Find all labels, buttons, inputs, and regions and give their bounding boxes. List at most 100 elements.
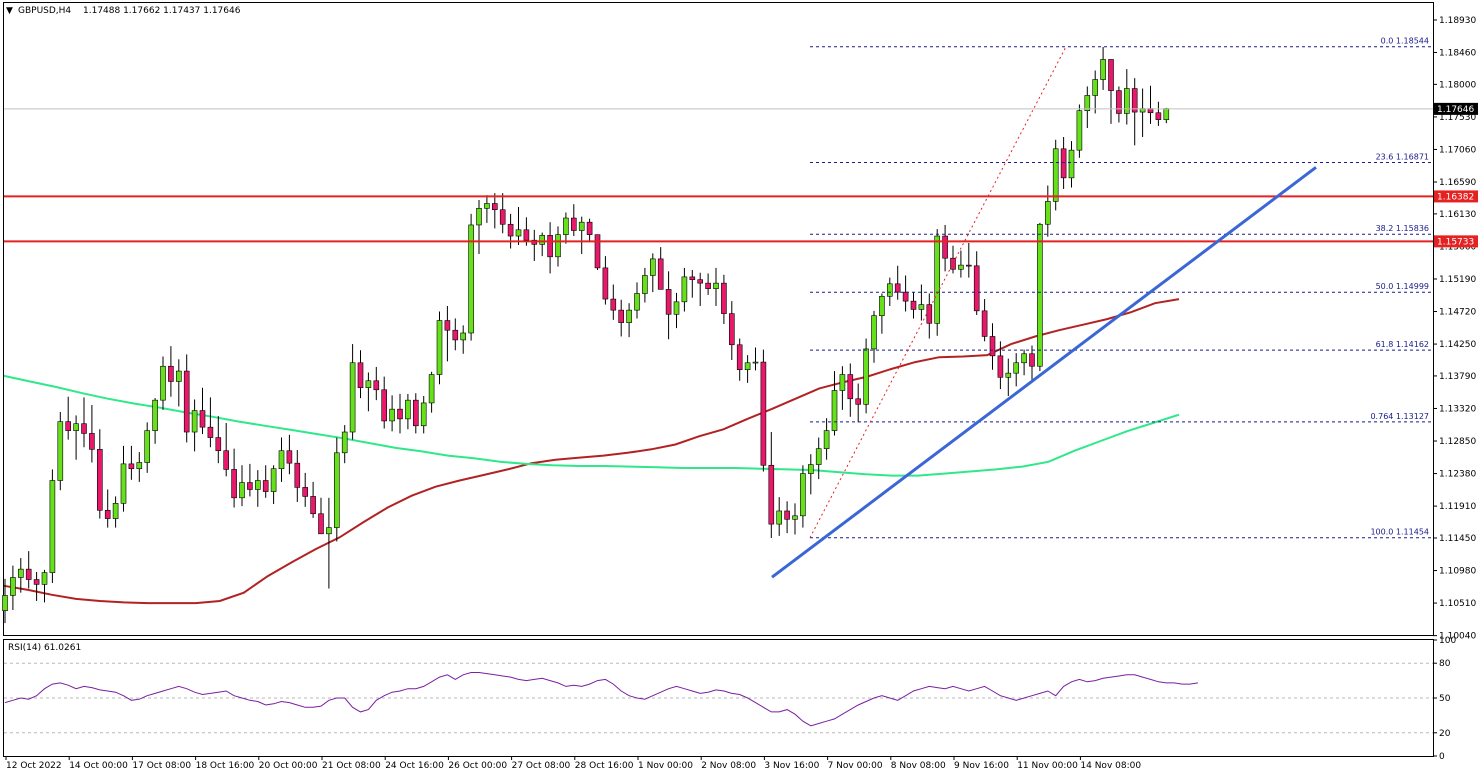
price-tick-label: 1.17060 [1439,145,1476,155]
candle [491,193,498,229]
bull-candle-body [918,304,925,310]
bear-candle-body [310,496,316,515]
candle [310,481,316,518]
bear-candle-body [444,320,451,331]
bull-candle-body [831,390,838,431]
time-tick-label: 26 Oct 00:00 [448,761,507,771]
bear-candle-body [1060,148,1067,179]
bull-candle-body [136,462,143,470]
candle [389,395,395,432]
candle [1013,353,1020,387]
candle [879,293,885,334]
candle [839,366,846,410]
bear-candle-body [1029,353,1035,367]
bull-candle-body [73,423,79,431]
current-price-label: 1.17646 [1437,105,1474,115]
fib-level-label: 23.6 1.16871 [1376,153,1429,162]
candle [973,251,980,315]
bear-candle-body [215,437,222,452]
candle [428,371,435,413]
candle [160,356,166,410]
bull-candle-body [191,410,198,433]
bear-candle-body [768,464,775,525]
bear-candle-body [570,217,577,231]
price-tick-label: 1.13790 [1439,372,1476,382]
candle [563,212,569,244]
bull-candle-body [807,464,814,474]
fib-level-label: 50.0 1.14999 [1376,282,1429,291]
bear-candle-body [855,398,862,405]
candle [176,359,182,407]
candle [484,195,490,223]
candle [902,275,909,312]
bullish-trendline[interactable] [771,166,1317,579]
bear-candle-body [1116,90,1122,114]
candle [792,503,798,535]
fib-level-label: 0.764 1.13127 [1370,412,1429,421]
candle [2,578,8,624]
bear-candle-body [657,258,664,290]
resistance-price-tag [1434,190,1478,203]
bear-candle-body [926,304,933,324]
bear-candle-body [247,482,253,490]
collapse-arrow-icon[interactable]: ▼ [6,6,13,16]
bull-candle-body [2,595,8,611]
candle [507,213,514,249]
bear-candle-body [594,234,601,269]
candle [1084,86,1091,129]
bull-candle-body [239,482,245,499]
candle [128,445,135,480]
candle [760,349,767,472]
candle [97,429,103,519]
candle [602,256,609,305]
candle [594,234,601,270]
rsi-line [4,672,1198,727]
bull-candle-body [1013,362,1020,374]
price-tick-label: 1.16590 [1439,178,1476,188]
bull-candle-body [428,374,435,404]
bull-candle-body [112,503,119,519]
candle [247,463,253,497]
candle [1108,59,1114,124]
bull-candle-body [563,217,569,235]
bear-candle-body [207,426,214,438]
bear-candle-body [1155,112,1162,120]
candle [112,496,119,528]
candle [294,450,301,502]
bear-candle-body [784,510,790,520]
candle [168,346,174,397]
bear-candle-body [847,374,854,400]
bear-candle-body [665,289,672,315]
candle [420,396,427,434]
rsi-tick-label: 50 [1439,694,1451,704]
bull-candle-body [578,221,585,231]
candle [918,284,925,321]
time-tick-label: 14 Oct 00:00 [69,761,128,771]
candle [333,437,340,542]
chart-ohlc-label: 1.17488 1.17662 1.17437 1.17646 [83,6,241,16]
bull-candle-body [792,515,798,520]
candle [570,204,577,237]
bear-candle-body [1108,59,1114,91]
moving-average-100-line [3,298,1180,605]
bull-candle-body [326,527,332,535]
candle [444,305,451,362]
bear-candle-body [989,336,996,357]
candle [191,399,198,452]
candle [286,434,293,475]
price-tick-label: 1.13320 [1439,404,1476,414]
candle [262,465,269,498]
bull-candle-body [365,380,372,388]
bear-candle-body [104,509,111,519]
candle [768,432,775,538]
candle [57,411,64,491]
bull-candle-body [420,402,427,427]
candle [610,284,617,320]
bull-candle-body [49,480,56,573]
time-tick-label: 24 Oct 16:00 [385,761,444,771]
candle [910,292,917,319]
current-price-tag [1434,102,1478,115]
candle [302,472,309,507]
price-tick-label: 1.18460 [1439,49,1476,59]
candle [41,569,48,603]
